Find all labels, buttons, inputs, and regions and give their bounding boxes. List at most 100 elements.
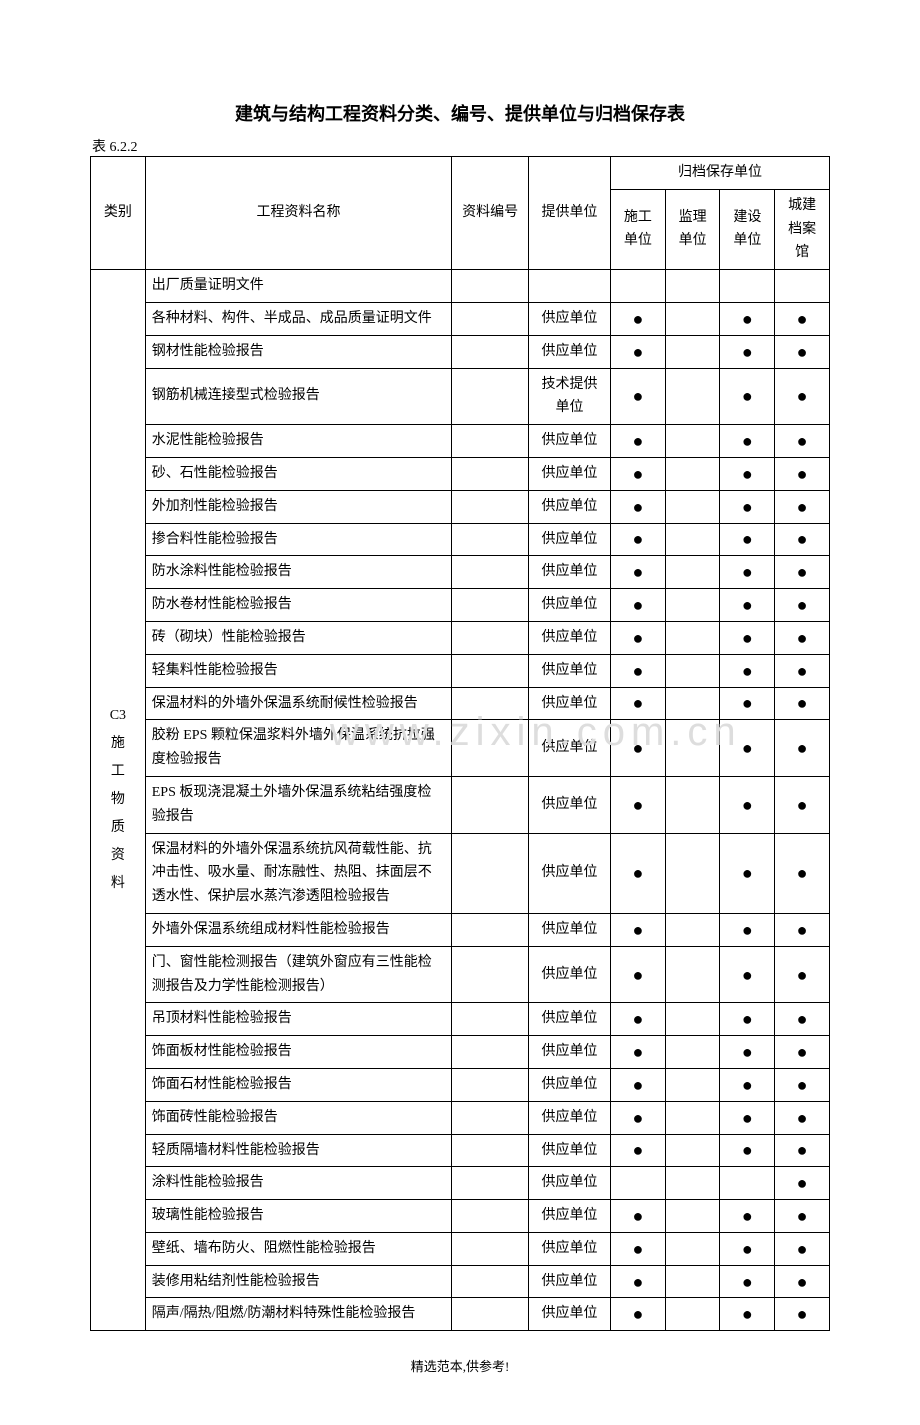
table-row: 保温材料的外墙外保温系统抗风荷载性能、抗冲击性、吸水量、耐冻融性、热阻、抹面层不… [91,833,830,913]
material-name-cell: 钢筋机械连接型式检验报告 [145,368,452,425]
archive-d4-cell [775,270,830,303]
page-footer: 精选范本,供参考! [90,1356,830,1375]
material-number-cell [452,1167,529,1200]
material-number-cell [452,589,529,622]
archive-d3-cell: ● [720,302,775,335]
archive-d2-cell [665,425,720,458]
table-row: 防水卷材性能检验报告供应单位●●● [91,589,830,622]
archive-d3-cell: ● [720,490,775,523]
material-name-cell: 水泥性能检验报告 [145,425,452,458]
provider-cell: 供应单位 [528,1200,610,1233]
provider-cell: 供应单位 [528,302,610,335]
provider-cell: 供应单位 [528,913,610,946]
archive-d2-cell [665,720,720,777]
material-name-cell: 掺合料性能检验报告 [145,523,452,556]
archive-d3-cell: ● [720,1298,775,1331]
material-name-cell: 砂、石性能检验报告 [145,457,452,490]
material-number-cell [452,720,529,777]
table-row: 吊顶材料性能检验报告供应单位●●● [91,1003,830,1036]
archive-d4-cell: ● [775,1003,830,1036]
archive-d4-cell: ● [775,720,830,777]
table-row: 掺合料性能检验报告供应单位●●● [91,523,830,556]
material-name-cell: 保温材料的外墙外保温系统耐候性检验报告 [145,687,452,720]
archive-d3-cell: ● [720,687,775,720]
provider-cell: 供应单位 [528,523,610,556]
table-row: EPS 板现浇混凝土外墙外保温系统粘结强度检验报告供应单位●●● [91,776,830,833]
archive-d4-cell: ● [775,1265,830,1298]
table-row: 饰面板材性能检验报告供应单位●●● [91,1036,830,1069]
provider-cell [528,270,610,303]
material-number-cell [452,687,529,720]
provider-cell: 供应单位 [528,687,610,720]
category-cell: C3施工物质资料 [91,270,146,1331]
archive-d2-cell [665,654,720,687]
provider-cell: 供应单位 [528,335,610,368]
header-category: 类别 [91,157,146,270]
table-row: 门、窗性能检测报告（建筑外窗应有三性能检测报告及力学性能检测报告）供应单位●●● [91,946,830,1003]
archive-d2-cell [665,368,720,425]
material-number-cell [452,368,529,425]
header-archive-unit: 归档保存单位 [611,157,830,190]
material-name-cell: 壁纸、墙布防火、阻燃性能检验报告 [145,1232,452,1265]
archive-d2-cell [665,1167,720,1200]
table-row: 饰面石材性能检验报告供应单位●●● [91,1068,830,1101]
archive-d3-cell: ● [720,833,775,913]
table-row: 轻集料性能检验报告供应单位●●● [91,654,830,687]
material-number-cell [452,270,529,303]
archive-d2-cell [665,1200,720,1233]
archive-d3-cell: ● [720,335,775,368]
archive-d4-cell: ● [775,1200,830,1233]
archive-d2-cell [665,946,720,1003]
material-name-cell: 砖（砌块）性能检验报告 [145,621,452,654]
classification-table: 类别 工程资料名称 资料编号 提供单位 归档保存单位 施工单位 监理单位 建设单… [90,156,830,1331]
archive-d2-cell [665,457,720,490]
provider-cell: 供应单位 [528,1298,610,1331]
archive-d3-cell: ● [720,589,775,622]
table-row: 保温材料的外墙外保温系统耐候性检验报告供应单位●●● [91,687,830,720]
material-name-cell: 涂料性能检验报告 [145,1167,452,1200]
category-line: 施 [97,730,139,758]
material-number-cell [452,621,529,654]
category-line: 资 [97,842,139,870]
provider-cell: 供应单位 [528,654,610,687]
archive-d3-cell: ● [720,1200,775,1233]
provider-cell: 供应单位 [528,1134,610,1167]
material-number-cell [452,302,529,335]
table-row: 玻璃性能检验报告供应单位●●● [91,1200,830,1233]
provider-cell: 供应单位 [528,490,610,523]
archive-d1-cell: ● [611,302,666,335]
header-provider: 提供单位 [528,157,610,270]
material-number-cell [452,490,529,523]
header-supervision: 监理单位 [665,189,720,269]
archive-d3-cell: ● [720,368,775,425]
archive-d3-cell: ● [720,457,775,490]
table-row: 装修用粘结剂性能检验报告供应单位●●● [91,1265,830,1298]
archive-d3-cell: ● [720,621,775,654]
table-row: 防水涂料性能检验报告供应单位●●● [91,556,830,589]
material-name-cell: 保温材料的外墙外保温系统抗风荷载性能、抗冲击性、吸水量、耐冻融性、热阻、抹面层不… [145,833,452,913]
category-line: 工 [97,758,139,786]
provider-cell: 供应单位 [528,946,610,1003]
archive-d4-cell: ● [775,1232,830,1265]
material-name-cell: 外墙外保温系统组成材料性能检验报告 [145,913,452,946]
material-number-cell [452,335,529,368]
provider-cell: 供应单位 [528,556,610,589]
archive-d2-cell [665,1003,720,1036]
archive-d2-cell [665,1298,720,1331]
provider-cell: 供应单位 [528,621,610,654]
provider-cell: 供应单位 [528,1068,610,1101]
archive-d3-cell: ● [720,1101,775,1134]
archive-d4-cell: ● [775,490,830,523]
archive-d1-cell: ● [611,1265,666,1298]
table-row: 轻质隔墙材料性能检验报告供应单位●●● [91,1134,830,1167]
archive-d4-cell: ● [775,368,830,425]
provider-cell: 技术提供单位 [528,368,610,425]
provider-cell: 供应单位 [528,1232,610,1265]
archive-d4-cell: ● [775,302,830,335]
archive-d1-cell: ● [611,621,666,654]
archive-d1-cell: ● [611,523,666,556]
archive-d1-cell: ● [611,490,666,523]
table-row: 外加剂性能检验报告供应单位●●● [91,490,830,523]
archive-d3-cell: ● [720,720,775,777]
material-number-cell [452,833,529,913]
